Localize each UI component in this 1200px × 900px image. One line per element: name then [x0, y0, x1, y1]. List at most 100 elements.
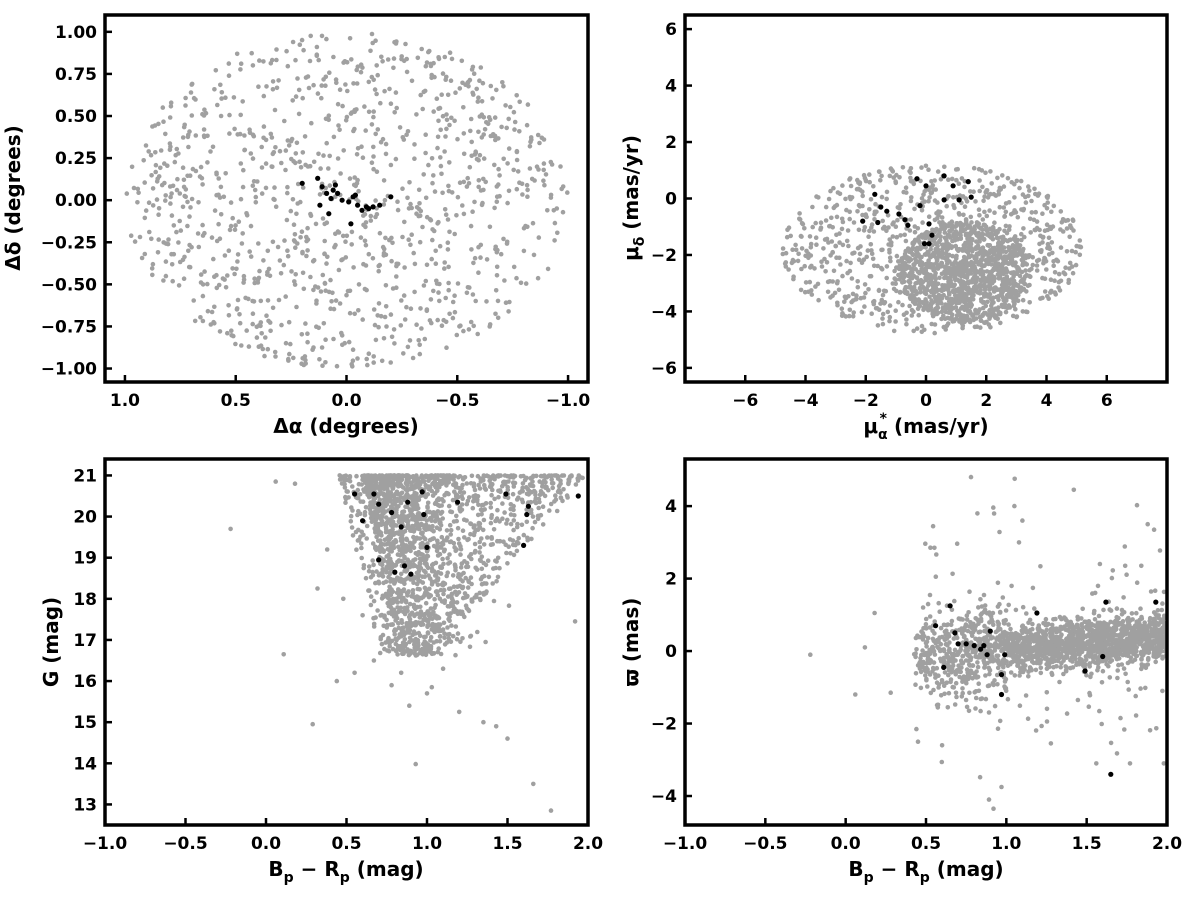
proper-motion-field-point: [1010, 243, 1016, 248]
proper-motion-field-point: [974, 239, 979, 244]
color-magnitude-field-point: [378, 634, 384, 640]
sky-position-field-point: [493, 288, 499, 293]
color-magnitude-field-point: [447, 552, 452, 557]
proper-motion-field-point: [963, 291, 968, 297]
color-magnitude-field-point: [353, 529, 359, 535]
color-magnitude-field-point: [444, 483, 449, 488]
sky-position-field-point: [331, 134, 337, 140]
color-magnitude-field-point: [450, 497, 456, 503]
color-magnitude-field-point: [435, 577, 441, 583]
proper-motion-field-point: [909, 307, 915, 313]
proper-motion-field-point: [950, 299, 956, 305]
color-magnitude-field-point: [426, 478, 431, 484]
proper-motion-field-point: [1073, 262, 1079, 268]
proper-motion-field-point: [1027, 267, 1032, 273]
color-magnitude-field-point: [350, 484, 355, 489]
sky-position-field-point: [443, 295, 449, 301]
sky-position-field-point: [471, 260, 476, 266]
sky-position-field-point: [174, 146, 180, 152]
sky-position-field-point: [180, 165, 186, 170]
color-magnitude-field-point: [488, 520, 494, 526]
sky-position-field-point: [225, 330, 230, 336]
proper-motion-field-point: [1040, 211, 1045, 216]
sky-position-field-point: [548, 159, 554, 165]
sky-position-field-point: [351, 265, 356, 270]
sky-position-field-point: [190, 166, 196, 172]
color-magnitude-field-point: [448, 611, 454, 616]
sky-position-field-point: [424, 308, 430, 314]
proper-motion-field-point: [1000, 278, 1005, 283]
sky-position-field-point: [349, 229, 355, 235]
sky-position-field-point: [156, 206, 162, 211]
color-magnitude-field-point: [479, 566, 485, 572]
proper-motion-field-point: [929, 289, 934, 295]
sky-position-field-point: [501, 84, 506, 89]
sky-position-field-point: [477, 152, 483, 158]
sky-position-field-point: [435, 317, 441, 323]
color-magnitude-field-point: [387, 499, 393, 504]
sky-position-field-point: [322, 251, 327, 256]
proper-motion-field-point: [933, 270, 938, 276]
sky-position-field-point: [505, 200, 510, 206]
color-magnitude-field-point: [458, 639, 463, 645]
sky-position-member-point: [377, 202, 383, 208]
color-magnitude-field-point: [384, 569, 389, 575]
sky-position-field-point: [331, 306, 337, 312]
sky-position-field-point: [355, 64, 361, 69]
proper-motion-field-point: [1033, 209, 1038, 215]
color-magnitude-field-point: [481, 592, 487, 597]
sky-position-field-point: [167, 115, 173, 120]
sky-position-field-point: [327, 70, 332, 75]
color-magnitude-field-point: [471, 525, 477, 530]
color-magnitude-field-point: [406, 627, 412, 633]
sky-position-field-point: [187, 214, 192, 219]
color-magnitude-field-point: [459, 561, 465, 566]
color-magnitude-field-point: [448, 532, 454, 537]
color-magnitude-field-point: [364, 536, 370, 541]
proper-motion-x-tick-label: 6: [1101, 391, 1113, 411]
sky-position-field-point: [442, 149, 447, 154]
color-magnitude-field-point: [455, 525, 461, 531]
proper-motion-field-point: [875, 263, 880, 269]
sky-position-field-point: [405, 195, 410, 201]
color-magnitude-field-point: [428, 634, 434, 640]
color-magnitude-field-point: [460, 636, 465, 641]
sky-position-field-point: [350, 347, 356, 353]
proper-motion-field-point: [1018, 288, 1023, 293]
color-magnitude-field-point: [417, 561, 423, 567]
sky-position-field-point: [381, 246, 387, 252]
color-magnitude-field-point: [368, 602, 374, 608]
sky-position-field-point: [441, 317, 447, 323]
proper-motion-field-point: [958, 294, 963, 300]
sky-position-field-point: [404, 56, 410, 62]
sky-position-field-point: [412, 142, 417, 147]
sky-position-field-point: [163, 198, 168, 203]
proper-motion-field-point: [985, 195, 991, 200]
color-magnitude-field-point: [503, 542, 509, 548]
sky-position-field-point: [212, 321, 217, 326]
proper-motion-field-point: [1064, 249, 1070, 254]
proper-motion-field-point: [908, 179, 914, 184]
proper-motion-field-point: [1026, 193, 1031, 199]
sky-position-field-point: [490, 96, 495, 101]
sky-position-field-point: [236, 219, 242, 224]
proper-motion-y-tick-label: 6: [665, 20, 677, 40]
color-magnitude-field-point: [371, 562, 376, 568]
sky-position-field-point: [565, 190, 570, 195]
sky-position-field-point: [415, 55, 421, 61]
sky-position-field-point: [517, 129, 522, 134]
sky-position-field-point: [442, 260, 448, 265]
sky-position-field-point: [193, 97, 198, 102]
proper-motion-x-tick-label: −6: [732, 391, 758, 411]
sky-position-field-point: [250, 321, 255, 327]
color-magnitude-field-point: [558, 495, 564, 501]
proper-motion-field-point: [793, 242, 798, 248]
proper-motion-field-point: [830, 250, 835, 255]
proper-motion-field-point: [932, 217, 938, 223]
color-magnitude-field-point: [387, 591, 392, 596]
sky-position-field-point: [404, 69, 410, 75]
proper-motion-field-point: [937, 230, 942, 235]
sky-position-field-point: [394, 105, 400, 111]
proper-motion-field-point: [963, 258, 969, 264]
